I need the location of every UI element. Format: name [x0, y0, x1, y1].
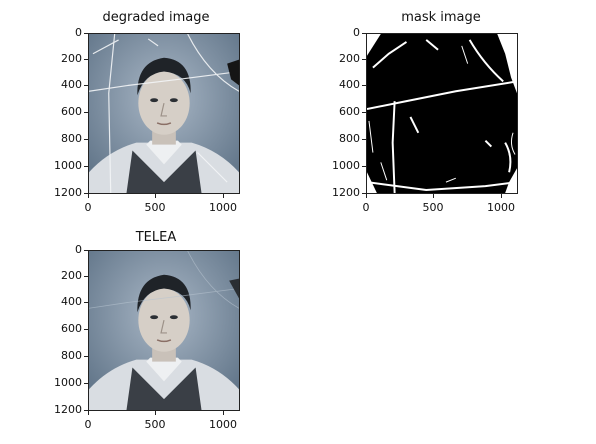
y-tick-label: 1200 — [54, 403, 82, 416]
y-tick-label: 0 — [75, 26, 82, 39]
y-tick-mark — [84, 329, 88, 330]
y-tick-label: 600 — [339, 105, 360, 118]
panel-title: degraded image — [102, 10, 210, 25]
x-tick-label: 1000 — [209, 201, 237, 214]
x-tick-mark — [366, 194, 367, 198]
panel-telea: TELEA — [0, 220, 260, 444]
mask-image — [367, 34, 517, 193]
y-tick-label: 1000 — [332, 159, 360, 172]
y-tick-label: 1000 — [54, 159, 82, 172]
x-tick-label: 1000 — [209, 418, 237, 431]
y-tick-label: 400 — [61, 78, 82, 91]
image-axes — [88, 33, 240, 194]
y-tick-label: 1000 — [54, 376, 82, 389]
x-tick-label: 500 — [144, 418, 166, 431]
y-tick-mark — [84, 383, 88, 384]
x-tick-label: 500 — [144, 201, 166, 214]
x-tick-label: 500 — [422, 201, 444, 214]
x-tick-label: 1000 — [487, 201, 515, 214]
y-tick-mark — [362, 85, 366, 86]
y-tick-mark — [84, 85, 88, 86]
y-tick-mark — [84, 276, 88, 277]
y-tick-mark — [84, 166, 88, 167]
image-axes — [366, 33, 518, 194]
y-tick-label: 200 — [61, 269, 82, 282]
y-tick-mark — [84, 59, 88, 60]
panel-degraded: degraded image — [0, 0, 260, 220]
y-tick-label: 800 — [61, 132, 82, 145]
panel-title: mask image — [401, 10, 481, 25]
degraded-photo-image — [89, 34, 239, 193]
x-tick-mark — [155, 411, 156, 415]
y-tick-mark — [84, 302, 88, 303]
x-tick-mark — [88, 411, 89, 415]
y-tick-label: 800 — [61, 349, 82, 362]
y-tick-label: 600 — [61, 105, 82, 118]
y-tick-mark — [362, 112, 366, 113]
y-tick-label: 1200 — [332, 186, 360, 199]
y-tick-mark — [84, 193, 88, 194]
y-tick-label: 1200 — [54, 186, 82, 199]
y-tick-mark — [362, 193, 366, 194]
telea-restored-image — [89, 251, 239, 410]
y-tick-label: 200 — [339, 52, 360, 65]
y-tick-label: 400 — [339, 78, 360, 91]
panel-title: TELEA — [135, 230, 177, 245]
x-tick-mark — [501, 194, 502, 198]
image-axes — [88, 250, 240, 411]
y-tick-mark — [84, 112, 88, 113]
y-tick-mark — [84, 250, 88, 251]
y-tick-mark — [362, 59, 366, 60]
panel-mask: mask image — [275, 0, 545, 220]
x-tick-mark — [223, 411, 224, 415]
y-tick-label: 800 — [339, 132, 360, 145]
x-tick-mark — [155, 194, 156, 198]
x-tick-mark — [223, 194, 224, 198]
x-tick-mark — [88, 194, 89, 198]
y-tick-mark — [84, 410, 88, 411]
y-tick-mark — [84, 139, 88, 140]
y-tick-label: 200 — [61, 52, 82, 65]
y-tick-mark — [84, 33, 88, 34]
x-tick-label: 0 — [362, 201, 370, 214]
x-tick-mark — [433, 194, 434, 198]
y-tick-mark — [84, 356, 88, 357]
y-tick-label: 0 — [353, 26, 360, 39]
y-tick-label: 0 — [75, 243, 82, 256]
y-tick-mark — [362, 33, 366, 34]
y-tick-label: 600 — [61, 322, 82, 335]
y-tick-mark — [362, 139, 366, 140]
x-tick-label: 0 — [84, 418, 92, 431]
y-tick-mark — [362, 166, 366, 167]
x-tick-label: 0 — [84, 201, 92, 214]
y-tick-label: 400 — [61, 295, 82, 308]
